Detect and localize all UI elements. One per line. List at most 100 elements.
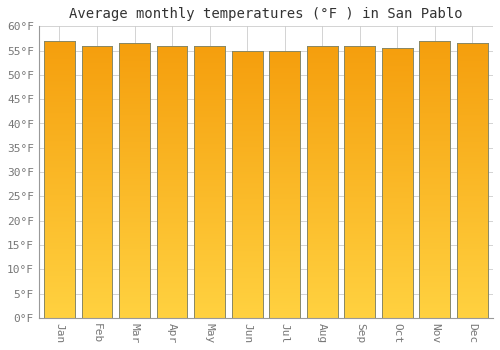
Bar bbox=[156, 315, 188, 317]
Bar bbox=[194, 132, 225, 133]
Bar bbox=[382, 121, 412, 122]
Bar bbox=[457, 65, 488, 66]
Bar bbox=[44, 219, 75, 221]
Bar bbox=[420, 206, 450, 207]
Bar bbox=[194, 208, 225, 209]
Bar bbox=[156, 164, 188, 166]
Bar bbox=[420, 170, 450, 171]
Bar bbox=[156, 264, 188, 265]
Bar bbox=[119, 49, 150, 50]
Bar bbox=[270, 224, 300, 226]
Bar bbox=[382, 139, 412, 140]
Bar bbox=[156, 176, 188, 178]
Bar bbox=[119, 116, 150, 118]
Bar bbox=[194, 272, 225, 273]
Bar bbox=[44, 124, 75, 125]
Bar bbox=[270, 302, 300, 303]
Bar bbox=[420, 66, 450, 67]
Bar bbox=[119, 115, 150, 116]
Bar bbox=[44, 91, 75, 92]
Bar bbox=[82, 135, 112, 137]
Bar bbox=[307, 258, 338, 259]
Bar bbox=[82, 317, 112, 318]
Bar bbox=[382, 158, 412, 159]
Bar bbox=[82, 130, 112, 132]
Bar bbox=[232, 131, 262, 132]
Bar bbox=[44, 278, 75, 279]
Bar bbox=[44, 213, 75, 214]
Bar bbox=[44, 286, 75, 287]
Bar bbox=[420, 271, 450, 272]
Bar bbox=[194, 295, 225, 296]
Bar bbox=[307, 104, 338, 106]
Bar bbox=[194, 96, 225, 97]
Bar bbox=[344, 304, 375, 306]
Bar bbox=[270, 268, 300, 270]
Bar bbox=[344, 193, 375, 194]
Title: Average monthly temperatures (°F ) in San Pablo: Average monthly temperatures (°F ) in Sa… bbox=[69, 7, 462, 21]
Bar bbox=[194, 170, 225, 171]
Bar bbox=[232, 183, 262, 184]
Bar bbox=[232, 112, 262, 113]
Bar bbox=[156, 168, 188, 170]
Bar bbox=[344, 243, 375, 244]
Bar bbox=[420, 197, 450, 199]
Bar bbox=[307, 103, 338, 104]
Bar bbox=[344, 76, 375, 77]
Bar bbox=[156, 163, 188, 164]
Bar bbox=[119, 53, 150, 54]
Bar bbox=[420, 89, 450, 91]
Bar bbox=[156, 238, 188, 239]
Bar bbox=[44, 47, 75, 48]
Bar bbox=[307, 228, 338, 230]
Bar bbox=[270, 174, 300, 175]
Bar bbox=[194, 103, 225, 104]
Bar bbox=[82, 296, 112, 297]
Bar bbox=[156, 152, 188, 153]
Bar bbox=[270, 310, 300, 311]
Bar bbox=[307, 159, 338, 160]
Bar bbox=[82, 57, 112, 58]
Bar bbox=[194, 187, 225, 189]
Bar bbox=[420, 164, 450, 166]
Bar bbox=[382, 303, 412, 304]
Bar bbox=[344, 183, 375, 184]
Bar bbox=[420, 69, 450, 70]
Bar bbox=[119, 43, 150, 45]
Bar bbox=[119, 146, 150, 148]
Bar bbox=[82, 193, 112, 194]
Bar bbox=[194, 190, 225, 191]
Bar bbox=[232, 313, 262, 314]
Bar bbox=[232, 266, 262, 267]
Bar bbox=[382, 70, 412, 71]
Bar bbox=[382, 169, 412, 171]
Bar bbox=[457, 194, 488, 196]
Bar bbox=[156, 89, 188, 91]
Bar bbox=[344, 257, 375, 258]
Bar bbox=[156, 138, 188, 140]
Bar bbox=[232, 75, 262, 76]
Bar bbox=[232, 288, 262, 290]
Bar bbox=[457, 83, 488, 84]
Bar bbox=[344, 238, 375, 239]
Bar bbox=[270, 167, 300, 168]
Bar bbox=[457, 148, 488, 149]
Bar bbox=[420, 240, 450, 242]
Bar bbox=[44, 73, 75, 74]
Bar bbox=[194, 250, 225, 251]
Bar bbox=[457, 82, 488, 83]
Bar bbox=[270, 304, 300, 306]
Bar bbox=[457, 127, 488, 128]
Bar bbox=[156, 303, 188, 304]
Bar bbox=[82, 72, 112, 73]
Bar bbox=[156, 276, 188, 277]
Bar bbox=[307, 178, 338, 179]
Bar bbox=[307, 246, 338, 247]
Bar bbox=[344, 117, 375, 118]
Bar bbox=[44, 308, 75, 310]
Bar bbox=[344, 70, 375, 72]
Bar bbox=[82, 114, 112, 115]
Bar bbox=[457, 86, 488, 87]
Bar bbox=[344, 102, 375, 103]
Bar bbox=[156, 253, 188, 254]
